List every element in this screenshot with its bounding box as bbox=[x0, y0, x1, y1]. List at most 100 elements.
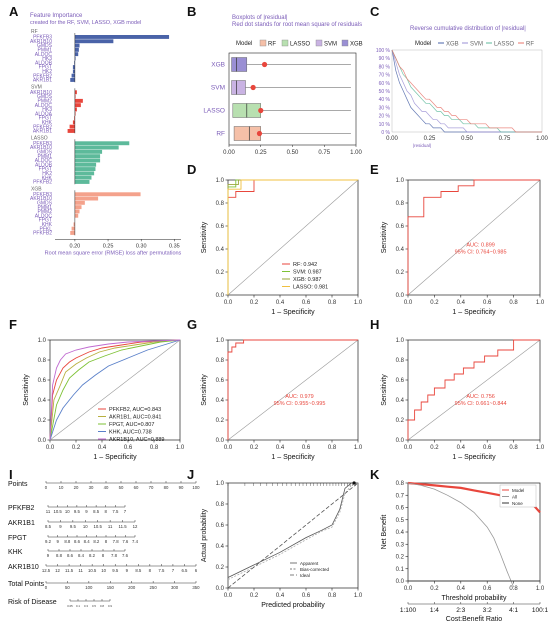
nomogram-tick-label: 50 bbox=[65, 585, 70, 590]
x-tick-label-j: 1.0 bbox=[354, 593, 363, 599]
group-title-xgb: XGB bbox=[31, 186, 42, 192]
importance-bar bbox=[72, 120, 75, 125]
nomogram-row-label: Risk of Disease bbox=[8, 599, 57, 606]
panel-label-d: D bbox=[187, 162, 197, 177]
x-tick-label-h: 0.0 bbox=[404, 445, 413, 451]
legend-label-lasso: LASSO bbox=[290, 42, 310, 48]
nomogram-tick-label: 9.5 bbox=[112, 568, 119, 573]
y-axis-title-f: Sensitivity bbox=[23, 374, 30, 406]
legend-label-svm: SVM bbox=[324, 42, 337, 48]
y-tick-label-h: 0.4 bbox=[396, 398, 405, 404]
y-tick-label-h: 0.6 bbox=[396, 378, 405, 384]
legend-label-f: AKR1B10, AUC=0.889 bbox=[109, 437, 165, 443]
x-axis-title-f: 1 – Specificity bbox=[93, 454, 137, 461]
importance-bar bbox=[74, 52, 79, 57]
feature-label: ALDOC bbox=[35, 52, 53, 58]
importance-bar bbox=[74, 98, 83, 103]
y-tick-label-c: 20 % bbox=[379, 114, 391, 120]
x-axis-title-c: |residual| bbox=[413, 143, 431, 148]
x-axis-title-d: 1 – Specificity bbox=[271, 309, 315, 316]
legend-label-xgb: XGB bbox=[350, 42, 363, 48]
y-tick-label-g: 0.6 bbox=[216, 378, 225, 384]
nomogram-tick-label: 10.5 bbox=[53, 509, 62, 514]
cost-benefit-tick-label: 1:100 bbox=[400, 607, 417, 614]
nomogram-tick-label: 50 bbox=[119, 485, 124, 490]
importance-bar bbox=[74, 196, 99, 201]
nomogram-tick-label: 100 bbox=[85, 585, 93, 590]
auc-annotation-g: AUC: 0.979 bbox=[285, 394, 313, 400]
feature-label: AKR1B10 bbox=[30, 145, 52, 151]
importance-bar bbox=[74, 167, 96, 171]
y-tick-label-c: 90 % bbox=[379, 56, 391, 62]
importance-bar bbox=[74, 145, 119, 150]
x-tick-label-e: 0.0 bbox=[404, 300, 413, 306]
diagonal-reference-line-g bbox=[227, 339, 359, 441]
legend-label-f: PFKFB2, AUC=0.843 bbox=[109, 407, 161, 413]
importance-bar bbox=[74, 158, 101, 163]
nomogram-tick-label: 11 bbox=[108, 524, 113, 529]
legend-swatch-lasso bbox=[281, 39, 289, 47]
nomogram-tick-label: 8.2 bbox=[89, 553, 96, 558]
legend-label-k: All bbox=[512, 495, 517, 500]
nomogram-tick-label: 7.8 bbox=[111, 553, 118, 558]
y-tick-label-e: 0.4 bbox=[396, 247, 405, 253]
x-tick-label-k: 0.2 bbox=[430, 586, 439, 592]
y-tick-label-k: 0.1 bbox=[396, 567, 405, 573]
feature-label: AKR1B10 bbox=[30, 196, 52, 202]
nomogram-tick-label: 8.4 bbox=[78, 553, 85, 558]
importance-bar bbox=[74, 213, 79, 218]
auc-annotation-h: AUC: 0.756 bbox=[466, 394, 494, 400]
roc-curve-akr1b10 bbox=[49, 339, 181, 441]
importance-bar bbox=[74, 60, 75, 65]
feature-label: FPGT bbox=[39, 116, 52, 122]
rmse-dot-svm bbox=[250, 84, 256, 91]
x-tick-label-c: 1.00 bbox=[536, 136, 548, 142]
feature-label: GMDS bbox=[37, 150, 53, 156]
importance-bar bbox=[74, 154, 101, 159]
importance-bar bbox=[74, 39, 114, 44]
x-tick-label-j: 0.8 bbox=[328, 593, 337, 599]
x-tick-label-f: 0.2 bbox=[72, 445, 81, 451]
x-tick-label-a: 0.25 bbox=[103, 243, 114, 249]
x-tick-label-c: 0.75 bbox=[499, 136, 511, 142]
x-tick-label-f: 1.0 bbox=[176, 445, 185, 451]
importance-bar bbox=[72, 65, 75, 69]
cost-benefit-tick-label: 4:1 bbox=[509, 607, 518, 614]
x-tick-label-g: 1.0 bbox=[354, 445, 363, 451]
y-tick-label-d: 0.4 bbox=[216, 247, 225, 253]
x-tick-label-g: 0.6 bbox=[302, 445, 311, 451]
y-axis-title-g: Sensitivity bbox=[201, 374, 208, 406]
feature-label: PFKFB3 bbox=[33, 192, 52, 198]
panel-label-c: C bbox=[370, 4, 380, 19]
y-tick-label-d: 0.2 bbox=[216, 270, 225, 276]
feature-label: PMM2 bbox=[38, 209, 53, 215]
plot-frame-h bbox=[407, 339, 541, 441]
nomogram-row-label: KHK bbox=[8, 549, 23, 556]
legend-label-j: Apparent bbox=[300, 561, 319, 566]
x-tick-label-d: 0.0 bbox=[224, 300, 233, 306]
y-tick-label-d: 0.0 bbox=[216, 293, 225, 299]
y-tick-label-j: 0.4 bbox=[216, 544, 225, 550]
nomogram-tick-label: 10 bbox=[101, 568, 106, 573]
importance-bar bbox=[74, 111, 76, 116]
box-svm bbox=[231, 80, 246, 95]
roc-curve-roc bbox=[227, 339, 358, 440]
nomogram-tick-label: 8.5 bbox=[45, 524, 52, 529]
nomogram-tick-label: 350 bbox=[192, 585, 200, 590]
x-tick-label-b: 1.00 bbox=[350, 150, 362, 156]
importance-bar bbox=[74, 103, 81, 108]
x-tick-label-f: 0.6 bbox=[124, 445, 133, 451]
group-title-svm: SVM bbox=[31, 84, 42, 90]
x-tick-label-f: 0.4 bbox=[98, 445, 107, 451]
calibration-ideal bbox=[227, 482, 359, 589]
feature-label: FPGT bbox=[39, 218, 52, 224]
legend-label-c: LASSO bbox=[494, 42, 514, 48]
y-tick-label-c: 30 % bbox=[379, 105, 391, 111]
importance-bar bbox=[74, 205, 82, 210]
chart-subtitle-a: created for the RF, SVM, LASSO, XGB mode… bbox=[30, 20, 141, 26]
x-tick-label-c: 0.25 bbox=[424, 136, 436, 142]
y-tick-label-c: 10 % bbox=[379, 122, 391, 128]
plot-frame-f bbox=[49, 339, 181, 441]
nomogram-row-label: AKR1B1 bbox=[8, 520, 35, 527]
y-axis-title-j: Actual probability bbox=[201, 508, 208, 562]
